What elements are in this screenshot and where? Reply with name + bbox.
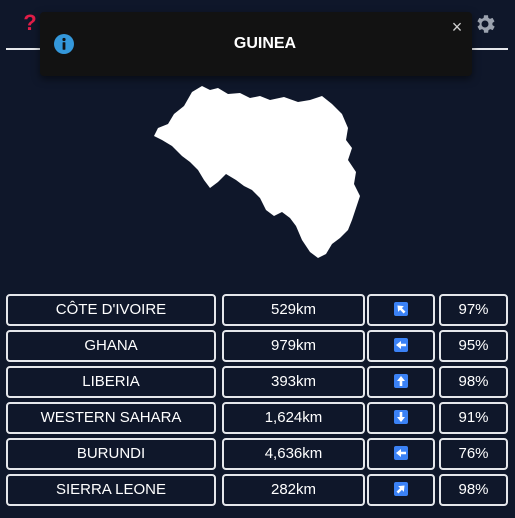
guess-country: WESTERN SAHARA [6,402,216,434]
close-icon[interactable]: × [451,17,463,37]
guess-distance: 1,624km [222,402,365,434]
guess-country: BURUNDI [6,438,216,470]
guess-proximity: 76% [439,438,508,470]
guess-row: CÔTE D'IVOIRE 529km 97% [6,294,508,326]
guess-proximity: 91% [439,402,508,434]
guess-proximity: 97% [439,294,508,326]
guess-distance: 529km [222,294,365,326]
arrow-north-icon [394,373,408,388]
guess-row: GHANA 979km 95% [6,330,508,362]
arrow-north-east-icon [394,481,408,496]
country-reveal-toast: GUINEA × [40,12,472,76]
guess-row: WESTERN SAHARA 1,624km 91% [6,402,508,434]
guess-distance: 282km [222,474,365,506]
guess-distance: 393km [222,366,365,398]
header-divider-right [472,48,508,50]
guess-distance: 4,636km [222,438,365,470]
guess-direction [367,474,435,506]
arrow-north-west-icon [394,301,408,316]
guess-direction [367,438,435,470]
guess-country: GHANA [6,330,216,362]
guess-country: SIERRA LEONE [6,474,216,506]
guess-direction [367,402,435,434]
guess-direction [367,366,435,398]
arrow-west-icon [394,337,408,352]
top-bar: ? [0,0,515,52]
question-icon[interactable]: ? [23,10,37,35]
guess-row: LIBERIA 393km 98% [6,366,508,398]
gear-icon[interactable] [473,12,497,36]
guess-row: SIERRA LEONE 282km 98% [6,474,508,506]
guess-country: CÔTE D'IVOIRE [6,294,216,326]
arrow-south-icon [394,409,408,424]
guess-proximity: 95% [439,330,508,362]
guess-row: BURUNDI 4,636km 76% [6,438,508,470]
toast-title: GUINEA [233,35,297,52]
guess-direction [367,294,435,326]
header-divider-left [6,48,46,50]
guess-proximity: 98% [439,366,508,398]
info-icon [54,34,74,54]
guess-list: CÔTE D'IVOIRE 529km 97% GHANA 979km [6,294,508,510]
country-silhouette [154,86,360,258]
arrow-west-icon [394,445,408,460]
guess-proximity: 98% [439,474,508,506]
guess-direction [367,330,435,362]
guess-distance: 979km [222,330,365,362]
guess-country: LIBERIA [6,366,216,398]
